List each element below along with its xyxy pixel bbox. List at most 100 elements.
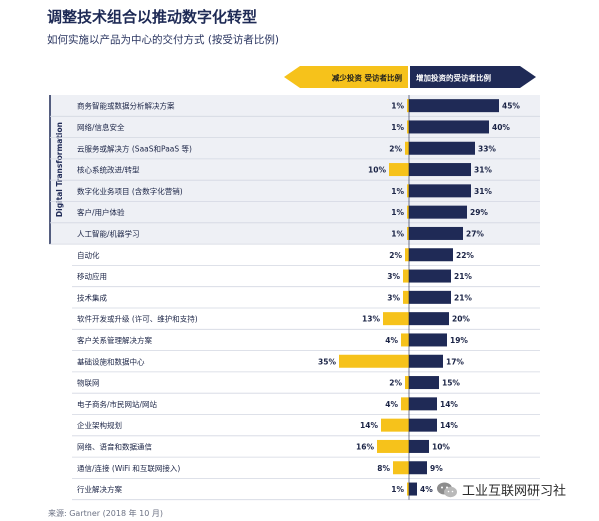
data-label-increase: 15% bbox=[442, 379, 460, 388]
category-label: 自动化 bbox=[77, 250, 100, 260]
wechat-icon bbox=[437, 482, 457, 497]
bar-increase bbox=[409, 184, 471, 198]
bar-decrease bbox=[405, 141, 409, 155]
watermark: 工业互联网研习社 bbox=[436, 480, 566, 499]
data-label-decrease: 3% bbox=[387, 272, 400, 281]
bar-increase bbox=[409, 354, 443, 368]
bar-increase bbox=[409, 482, 417, 496]
data-label-increase: 21% bbox=[454, 272, 472, 281]
bar-decrease bbox=[407, 226, 409, 240]
category-label: 网络/信息安全 bbox=[77, 122, 125, 132]
bar-increase bbox=[409, 99, 499, 113]
chart-subtitle: 如何实施以产品为中心的交付方式 (按受访者比例) bbox=[47, 34, 280, 46]
bar-increase bbox=[409, 461, 427, 475]
data-label-increase: 31% bbox=[474, 166, 492, 175]
category-label: 云服务或解决方 (SaaS和PaaS 等) bbox=[77, 143, 192, 153]
bar-increase bbox=[409, 333, 447, 347]
category-label: 移动应用 bbox=[77, 271, 107, 281]
data-label-decrease: 1% bbox=[391, 187, 404, 196]
bar-increase bbox=[409, 269, 451, 283]
category-label: 电子商务/市民网站/网站 bbox=[77, 399, 158, 409]
bar-decrease bbox=[407, 120, 409, 134]
bar-decrease bbox=[405, 248, 409, 262]
bar-increase bbox=[409, 226, 463, 240]
data-label-decrease: 1% bbox=[391, 123, 404, 132]
bar-decrease bbox=[407, 184, 409, 198]
source-note: 来源: Gartner (2018 年 10 月) bbox=[48, 509, 163, 518]
bar-decrease bbox=[393, 461, 409, 475]
bar-decrease bbox=[389, 163, 409, 177]
data-label-decrease: 2% bbox=[389, 251, 402, 260]
chart-title: 调整技术组合以推动数字化转型 bbox=[47, 8, 258, 26]
data-label-increase: 9% bbox=[430, 464, 443, 473]
bar-decrease bbox=[407, 482, 409, 496]
bar-decrease bbox=[383, 312, 409, 326]
bar-decrease bbox=[381, 418, 409, 432]
bar-increase bbox=[409, 141, 475, 155]
bar-increase bbox=[409, 248, 453, 262]
bar-decrease bbox=[407, 205, 409, 219]
legend-decrease-arrow bbox=[284, 66, 408, 88]
category-label: 商务智能或数据分析解决方案 bbox=[77, 101, 175, 111]
data-label-increase: 22% bbox=[456, 251, 474, 260]
category-label: 基础设施和数据中心 bbox=[77, 356, 145, 366]
category-label: 网络、语音和数据通信 bbox=[77, 441, 152, 451]
data-label-decrease: 35% bbox=[318, 357, 336, 366]
data-label-increase: 19% bbox=[450, 336, 468, 345]
data-label-increase: 4% bbox=[420, 485, 433, 494]
bar-increase bbox=[409, 120, 489, 134]
bar-decrease bbox=[401, 397, 409, 411]
data-label-decrease: 8% bbox=[377, 464, 390, 473]
data-label-increase: 31% bbox=[474, 187, 492, 196]
bar-increase bbox=[409, 439, 429, 453]
data-label-decrease: 4% bbox=[385, 336, 398, 345]
group-label: Digital Transformation bbox=[55, 122, 64, 217]
bar-decrease bbox=[403, 290, 409, 304]
category-label: 客户关系管理解决方案 bbox=[77, 335, 152, 345]
data-label-increase: 20% bbox=[452, 315, 470, 324]
category-label: 通信/连接 (WiFi 和互联网接入) bbox=[77, 463, 180, 473]
data-label-increase: 33% bbox=[478, 144, 496, 153]
data-label-decrease: 1% bbox=[391, 208, 404, 217]
data-label-decrease: 1% bbox=[391, 229, 404, 238]
data-label-increase: 45% bbox=[502, 102, 520, 111]
data-label-decrease: 1% bbox=[391, 485, 404, 494]
bar-increase bbox=[409, 397, 437, 411]
category-label: 核心系统改进/转型 bbox=[77, 165, 140, 175]
legend-decrease-label: 减少投资 受访者比例 bbox=[332, 73, 403, 83]
category-label: 行业解决方案 bbox=[77, 484, 122, 494]
data-label-decrease: 2% bbox=[389, 379, 402, 388]
legend-increase-arrow bbox=[410, 66, 536, 88]
watermark-text: 工业互联网研习社 bbox=[462, 484, 567, 499]
data-label-increase: 10% bbox=[432, 442, 450, 451]
category-label: 技术集成 bbox=[77, 292, 107, 302]
data-label-decrease: 4% bbox=[385, 400, 398, 409]
legend-increase-label: 增加投资的受访者比例 bbox=[416, 73, 491, 83]
bar-decrease bbox=[403, 269, 409, 283]
bar-increase bbox=[409, 418, 437, 432]
data-label-decrease: 1% bbox=[391, 102, 404, 111]
bar-decrease bbox=[339, 354, 409, 368]
category-label: 物联网 bbox=[77, 378, 100, 388]
data-label-increase: 40% bbox=[492, 123, 510, 132]
category-label: 客户/用户体验 bbox=[77, 207, 125, 217]
bar-decrease bbox=[401, 333, 409, 347]
category-label: 企业架构规划 bbox=[77, 420, 122, 430]
data-label-decrease: 16% bbox=[356, 442, 374, 451]
data-label-increase: 14% bbox=[440, 400, 458, 409]
data-label-decrease: 2% bbox=[389, 144, 402, 153]
data-label-increase: 27% bbox=[466, 229, 484, 238]
data-label-decrease: 3% bbox=[387, 293, 400, 302]
category-label: 软件开发或升级 (许可、维护和支持) bbox=[77, 314, 198, 324]
bar-decrease bbox=[377, 439, 409, 453]
bar-decrease bbox=[407, 99, 409, 113]
data-label-decrease: 13% bbox=[362, 315, 380, 324]
bar-decrease bbox=[405, 376, 409, 390]
data-label-decrease: 10% bbox=[368, 166, 386, 175]
data-label-increase: 17% bbox=[446, 357, 464, 366]
bar-increase bbox=[409, 290, 451, 304]
bar-increase bbox=[409, 205, 467, 219]
data-label-decrease: 14% bbox=[360, 421, 378, 430]
category-label: 数字化业务项目 (含数字化营销) bbox=[77, 186, 183, 196]
